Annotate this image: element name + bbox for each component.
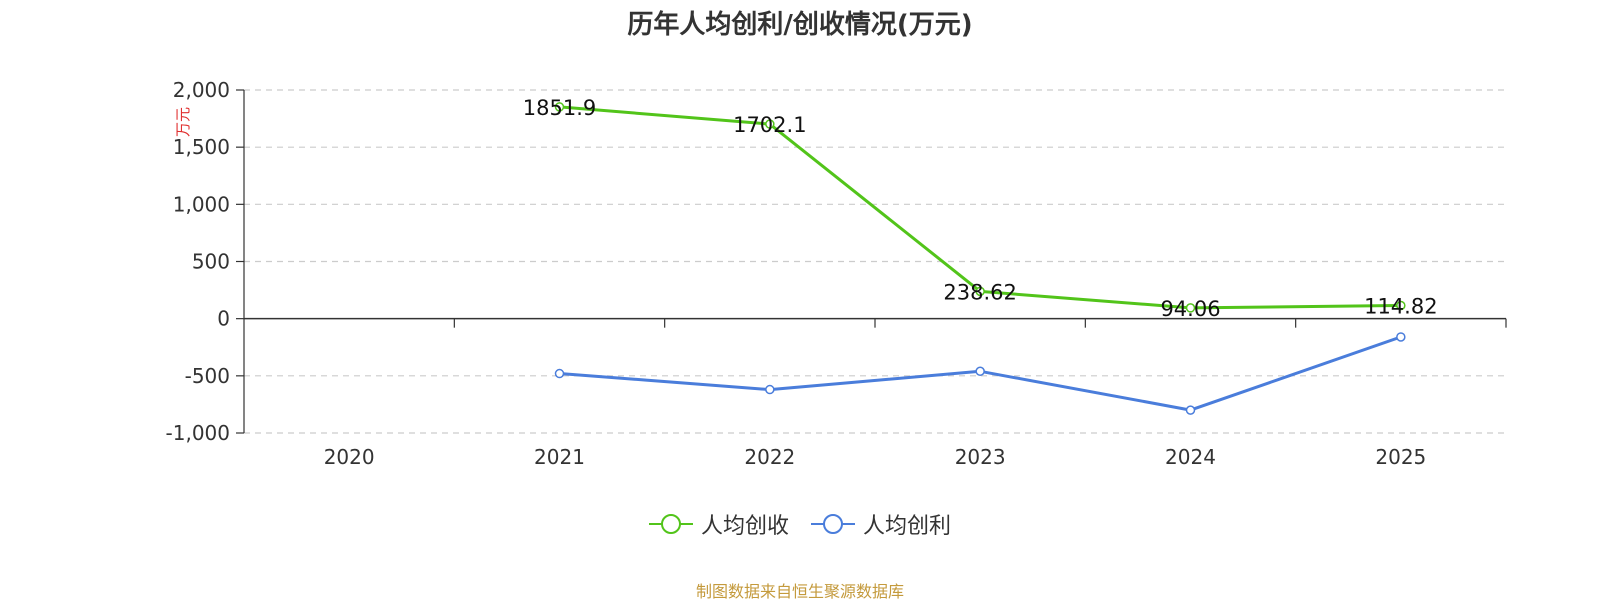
data-point[interactable]	[1396, 300, 1406, 311]
series-line-0	[559, 105, 1401, 310]
data-label: 238.62	[943, 280, 1016, 304]
data-label: 94.06	[1160, 297, 1220, 321]
data-point[interactable]	[554, 368, 565, 379]
grid-layer	[244, 89, 1506, 434]
legend-item-revenue[interactable]: 人均创收	[648, 508, 789, 540]
chart-title: 历年人均创利/创收情况(万元)	[627, 10, 973, 40]
data-point[interactable]	[765, 384, 775, 395]
data-point[interactable]	[1185, 405, 1196, 415]
y-tick-label: 2,000	[173, 78, 230, 102]
series-layer	[554, 102, 1406, 415]
data-point[interactable]	[1185, 303, 1196, 313]
data-point[interactable]	[975, 366, 985, 377]
label-layer: 1851.9 1702.1 238.62 94.06 114.82	[523, 96, 1438, 321]
x-tick-label: 2025	[1375, 445, 1426, 469]
x-tick-label: 2024	[1165, 445, 1216, 469]
legend-profit-icon	[811, 514, 855, 534]
y-tick-label: -500	[185, 364, 230, 388]
y-tick-label: 500	[192, 250, 230, 274]
x-tick-label: 2023	[955, 445, 1006, 469]
x-tick-label: 2021	[534, 445, 585, 469]
y-tick-label: 0	[217, 307, 230, 331]
y-tick-label: -1,000	[166, 421, 230, 445]
x-tick-label: 2020	[324, 445, 375, 469]
axis-layer: 2,000 1,500 1,000 500 0 -500 -1,000 2020 2021 202…	[166, 78, 1507, 469]
legend-label-revenue: 人均创收	[700, 514, 789, 539]
y-tick-label: 1,000	[173, 192, 230, 216]
data-point[interactable]	[975, 286, 985, 297]
legend-label-profit: 人均创利	[863, 514, 952, 539]
data-point[interactable]	[554, 102, 565, 112]
data-label: 1851.9	[523, 96, 596, 120]
data-label: 114.82	[1364, 295, 1437, 319]
x-tick-label: 2022	[744, 445, 795, 469]
y-tick-label: 1,500	[173, 135, 230, 159]
legend: 人均创收 人均创利	[0, 508, 1600, 540]
source-note: 制图数据来自恒生聚源数据库	[695, 582, 904, 601]
data-point[interactable]	[1396, 332, 1406, 342]
legend-item-profit[interactable]: 人均创利	[811, 508, 951, 540]
data-point[interactable]	[765, 119, 775, 129]
data-label: 1702.1	[733, 113, 806, 137]
legend-revenue-icon	[648, 514, 693, 534]
y-axis-label: 万元	[174, 107, 192, 137]
